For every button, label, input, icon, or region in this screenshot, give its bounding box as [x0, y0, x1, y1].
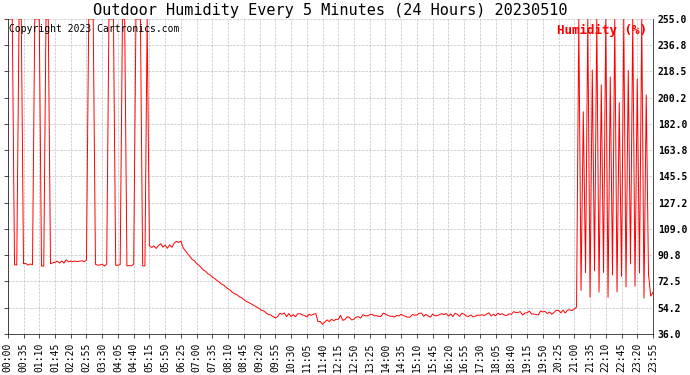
Text: Humidity (%): Humidity (%): [557, 24, 647, 37]
Title: Outdoor Humidity Every 5 Minutes (24 Hours) 20230510: Outdoor Humidity Every 5 Minutes (24 Hou…: [93, 3, 568, 18]
Text: Copyright 2023 Cartronics.com: Copyright 2023 Cartronics.com: [9, 24, 179, 34]
